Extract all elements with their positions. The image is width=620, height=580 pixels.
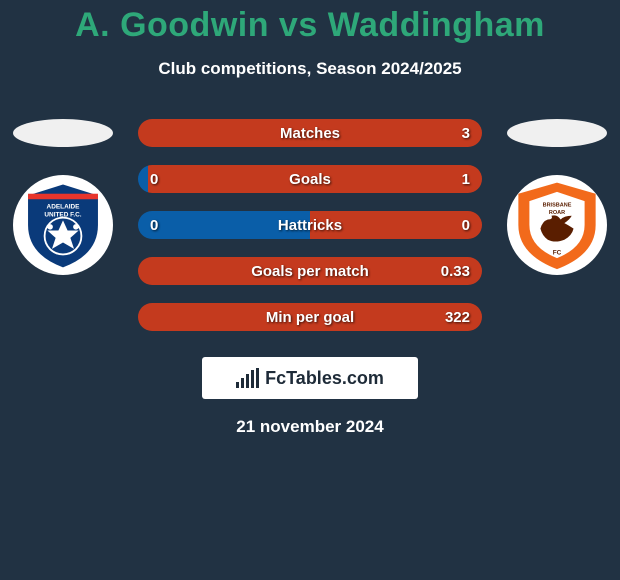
stat-label: Hattricks — [278, 217, 342, 234]
stat-row-goals-per-match: Goals per match 0.33 — [138, 257, 482, 285]
svg-text:FC: FC — [553, 249, 562, 256]
stat-value-left: 0 — [150, 217, 158, 234]
stat-row-min-per-goal: Min per goal 322 — [138, 303, 482, 331]
player-photo-left — [13, 119, 113, 147]
brand-text: FcTables.com — [265, 368, 384, 389]
stats-column: Matches 3 0 Goals 1 0 Hattricks 0 Goals per matc… — [138, 119, 482, 331]
stat-label: Goals per match — [251, 263, 369, 280]
stat-row-matches: Matches 3 — [138, 119, 482, 147]
club-badge-right: BRISBANE ROAR FC — [507, 175, 607, 275]
right-player-col: BRISBANE ROAR FC — [502, 119, 612, 275]
stat-fill-left — [138, 165, 148, 193]
stat-label: Matches — [280, 125, 340, 142]
svg-text:BRISBANE: BRISBANE — [543, 203, 572, 209]
stat-value-right: 322 — [445, 309, 470, 326]
stat-value-right: 0 — [462, 217, 470, 234]
comparison-row: ADELAIDE UNITED F.C. Matches 3 0 Goals 1 0 Hat… — [0, 119, 620, 331]
stat-value-right: 3 — [462, 125, 470, 142]
stat-value-left: 0 — [150, 171, 158, 188]
stat-row-hattricks: 0 Hattricks 0 — [138, 211, 482, 239]
footer-date: 21 november 2024 — [236, 417, 383, 437]
svg-text:ROAR: ROAR — [549, 210, 565, 216]
stat-row-goals: 0 Goals 1 — [138, 165, 482, 193]
svg-text:ADELAIDE: ADELAIDE — [47, 203, 81, 210]
club-badge-left: ADELAIDE UNITED F.C. — [13, 175, 113, 275]
brand-box[interactable]: FcTables.com — [202, 357, 418, 399]
stat-label: Min per goal — [266, 309, 354, 326]
left-player-col: ADELAIDE UNITED F.C. — [8, 119, 118, 275]
adelaide-united-icon: ADELAIDE UNITED F.C. — [17, 179, 109, 271]
footer: FcTables.com 21 november 2024 — [0, 357, 620, 437]
brisbane-roar-icon: BRISBANE ROAR FC — [511, 179, 603, 271]
stat-value-right: 0.33 — [441, 263, 470, 280]
stat-value-right: 1 — [462, 171, 470, 188]
player-photo-right — [507, 119, 607, 147]
subtitle: Club competitions, Season 2024/2025 — [0, 59, 620, 79]
page-title: A. Goodwin vs Waddingham — [0, 6, 620, 45]
bar-chart-icon — [236, 368, 259, 388]
stat-label: Goals — [289, 171, 331, 188]
